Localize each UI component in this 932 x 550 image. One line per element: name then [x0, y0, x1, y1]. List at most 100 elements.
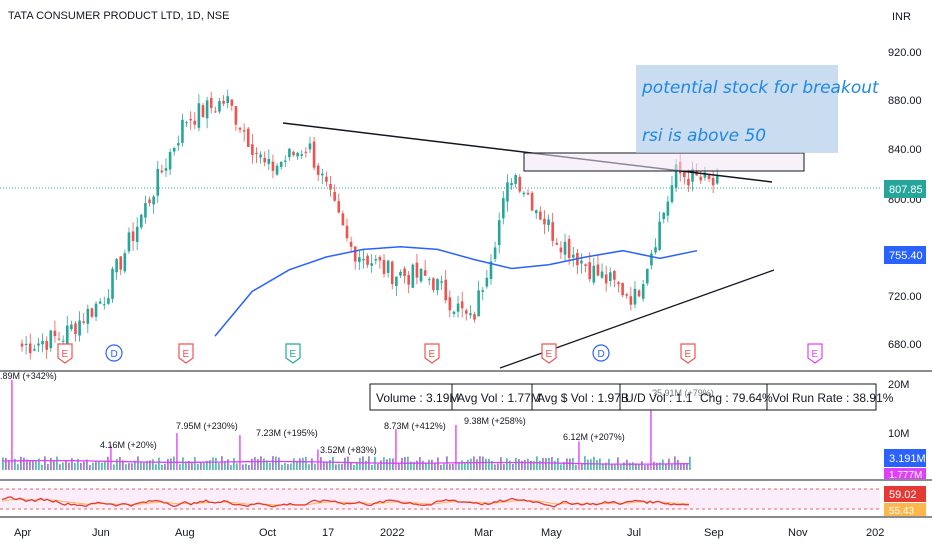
stat-avg-vol: Avg Vol : 1.77M — [457, 391, 541, 405]
candle-body — [127, 232, 131, 252]
volume-bar — [185, 461, 187, 470]
volume-bar — [245, 463, 247, 470]
candle-body — [288, 148, 291, 158]
time-axis[interactable]: Apr Jun Aug Oct 17 2022 Mar May Jul Sep … — [14, 527, 884, 539]
price-pane[interactable]: potential stock for breakout rsi is abov… — [0, 65, 880, 369]
candle-body — [140, 214, 143, 228]
volume-bar — [32, 460, 34, 470]
candle-body — [419, 268, 423, 282]
candle-body — [271, 161, 275, 171]
volume-bar — [533, 460, 535, 470]
volume-bar — [665, 464, 667, 470]
candle-body — [539, 211, 542, 220]
volume-bar — [308, 464, 310, 470]
volume-bar — [578, 441, 580, 470]
candle-body — [296, 152, 299, 157]
volume-bar — [542, 457, 544, 470]
volume-bar — [359, 457, 361, 470]
candle-body — [193, 120, 197, 125]
volume-bar — [560, 464, 562, 470]
candle-body — [427, 279, 431, 281]
candle-body — [662, 212, 666, 220]
candle-body — [333, 191, 336, 201]
time-tick: 2022 — [380, 527, 404, 539]
volume-bar — [38, 458, 40, 470]
resistance-box[interactable] — [523, 152, 805, 172]
volume-bar — [269, 462, 271, 470]
volume-bar — [389, 458, 391, 470]
volume-bar — [638, 463, 640, 470]
candle-body — [242, 130, 246, 132]
volume-bar — [437, 457, 439, 470]
volume-tick: 20M — [888, 379, 909, 391]
candle-body — [251, 144, 254, 155]
volume-bar — [113, 464, 115, 470]
volume-bar — [272, 456, 274, 470]
candle-body — [386, 260, 390, 273]
candle-body — [292, 151, 295, 156]
candle-body — [222, 100, 225, 104]
candle-body — [74, 323, 77, 335]
volume-bar — [413, 461, 415, 470]
volume-bar — [632, 462, 634, 470]
candle-body — [650, 253, 653, 266]
candle-body — [403, 268, 406, 276]
event-marker-label: E — [429, 349, 436, 360]
rsi-average-badge — [884, 503, 926, 516]
volume-bar — [425, 463, 427, 470]
volume-bar — [365, 460, 367, 470]
event-marker-label: E — [685, 349, 692, 360]
volume-bar — [350, 462, 352, 470]
candle-body — [666, 201, 670, 216]
candle-body — [353, 246, 357, 262]
rsi-pane[interactable]: 59.02 55.43 — [0, 486, 926, 517]
annotation-box[interactable] — [636, 65, 838, 153]
volume-bar — [86, 459, 88, 470]
candle-body — [497, 220, 501, 246]
candle-body — [33, 349, 36, 351]
volume-bar — [158, 457, 160, 470]
volume-bar — [59, 464, 61, 470]
volume-spike-label: 8.73M (+412%) — [384, 421, 446, 431]
volume-bar — [152, 459, 154, 470]
candle-body — [571, 254, 575, 258]
volume-bar — [377, 463, 379, 470]
volume-bar — [395, 429, 397, 470]
volume-bar — [221, 456, 223, 470]
volume-bar — [128, 463, 130, 470]
candle-body — [135, 226, 139, 242]
candle-body — [600, 271, 604, 278]
candle-body — [144, 203, 147, 218]
candle-body — [238, 127, 242, 130]
candle-body — [658, 221, 661, 250]
candle-body — [436, 279, 439, 291]
candle-body — [41, 341, 44, 345]
moving-average-value: 755.40 — [889, 250, 923, 262]
volume-bar — [323, 461, 325, 470]
price-axis[interactable]: 920.00 880.00 840.00 800.00 720.00 680.0… — [884, 47, 926, 351]
candle-body — [563, 241, 567, 255]
volume-bar — [440, 464, 442, 470]
candle-body — [390, 261, 394, 284]
candle-body — [526, 192, 530, 195]
volume-bar — [182, 457, 184, 470]
volume-bar — [431, 459, 433, 470]
candle-body — [181, 119, 184, 143]
candle-body — [259, 154, 262, 158]
candle-body — [234, 106, 238, 125]
candle-body — [596, 264, 600, 276]
volume-bar — [386, 459, 388, 470]
volume-pane[interactable]: .89M (+342%) 4.16M (+20%) 7.95M (+230%) … — [0, 371, 926, 481]
volume-bar — [353, 465, 355, 470]
earnings-marker: E — [285, 343, 301, 364]
volume-bar — [530, 460, 532, 470]
volume-bar — [197, 463, 199, 470]
volume-bar — [80, 462, 82, 470]
candle-body — [164, 168, 168, 171]
stat-vol-run-rate: Vol Run Rate : 38.91% — [772, 391, 894, 405]
candle-body — [464, 310, 468, 314]
price-tick: 680.00 — [888, 339, 922, 351]
candle-body — [654, 247, 657, 253]
candle-body — [86, 308, 90, 324]
